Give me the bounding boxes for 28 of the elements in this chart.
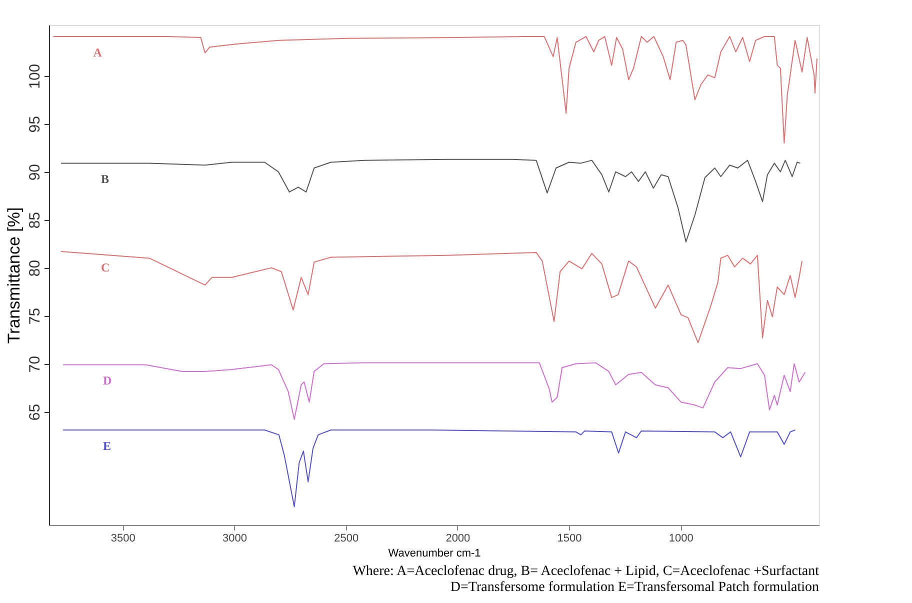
line-series bbox=[62, 362, 806, 420]
x-tick-label: 2000 bbox=[446, 532, 470, 544]
x-tick-label: 2500 bbox=[334, 532, 359, 544]
y-tick-label: 90 bbox=[26, 164, 44, 181]
y-tick-label: 80 bbox=[26, 260, 44, 277]
text: Where: A=Aceclofenac drug, B= Aceclofenac + Lipid, C=Aceclofenac +Surfactant bbox=[352, 564, 820, 579]
x-axis-title: Wavenumber cm-1 bbox=[388, 548, 481, 560]
x-tick-label: 3000 bbox=[222, 532, 247, 544]
series-label: B bbox=[101, 172, 110, 186]
x-tick-label: 3500 bbox=[110, 532, 136, 544]
y-axis-title: Transmittance [%] bbox=[4, 207, 24, 344]
y-tick-label: 75 bbox=[26, 308, 44, 325]
series-label: E bbox=[103, 438, 112, 453]
line-series bbox=[62, 429, 796, 508]
line-series bbox=[60, 250, 803, 344]
series-label: A bbox=[93, 46, 102, 60]
y-tick-label: 100 bbox=[26, 64, 44, 89]
x-tick-label: 1500 bbox=[557, 532, 582, 544]
line-series bbox=[60, 158, 801, 242]
y-tick-label: 65 bbox=[26, 404, 44, 421]
text: D=Transfersome formulation E=Transfersomal Patch formulation bbox=[450, 580, 819, 595]
line-series bbox=[52, 36, 818, 144]
y-tick-label: 70 bbox=[26, 356, 44, 373]
x-tick-label: 1000 bbox=[668, 532, 694, 544]
y-tick-label: 95 bbox=[26, 116, 44, 133]
series-label: D bbox=[103, 374, 112, 388]
series-label: C bbox=[101, 260, 110, 274]
y-tick-label: 85 bbox=[26, 212, 44, 229]
